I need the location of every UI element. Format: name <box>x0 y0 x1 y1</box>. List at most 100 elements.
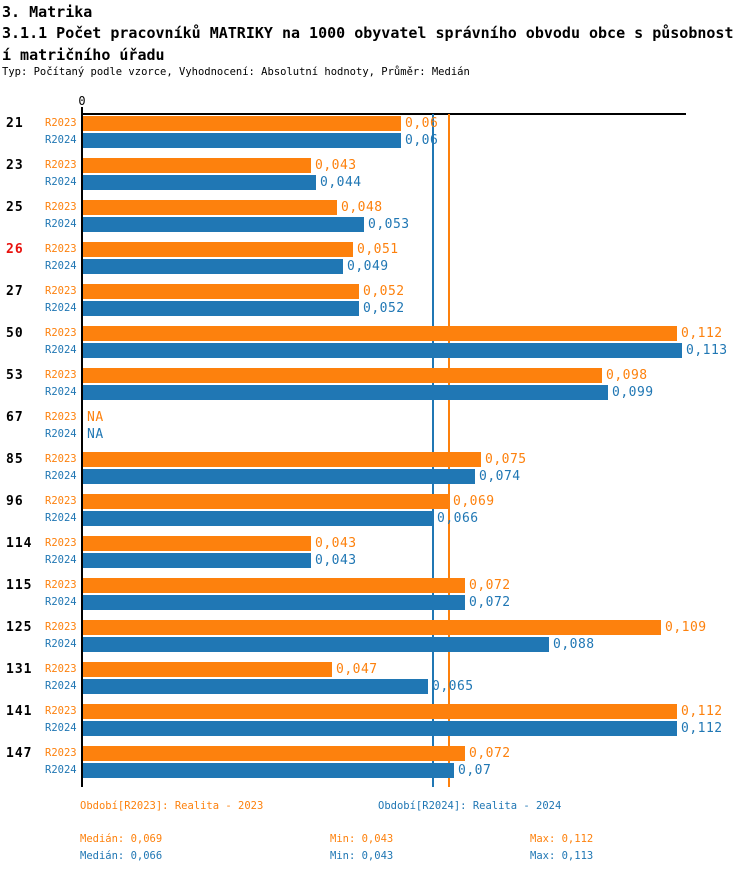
series-label-r2023-25: R2023 <box>45 201 77 213</box>
category-label-147: 147 <box>6 746 33 761</box>
value-label-r2024-50: 0,113 <box>686 343 728 358</box>
category-label-96: 96 <box>6 494 24 509</box>
value-label-r2023-114: 0,043 <box>315 536 357 551</box>
category-label-53: 53 <box>6 368 24 383</box>
value-label-r2023-131: 0,047 <box>336 662 378 677</box>
value-label-r2023-53: 0,098 <box>606 368 648 383</box>
series-label-r2023-114: R2023 <box>45 537 77 549</box>
series-label-r2024-27: R2024 <box>45 302 77 314</box>
category-label-141: 141 <box>6 704 33 719</box>
chart-subtitle-line1: 3.1.1 Počet pracovníků MATRIKY na 1000 o… <box>2 24 734 42</box>
value-label-r2024-147: 0,07 <box>458 763 492 778</box>
bar-r2023-141 <box>83 704 677 719</box>
series-label-r2023-96: R2023 <box>45 495 77 507</box>
x-axis-line <box>81 113 686 115</box>
stat-min-r2024: Min: 0,043 <box>330 850 394 862</box>
category-label-115: 115 <box>6 578 33 593</box>
value-label-r2023-147: 0,072 <box>469 746 511 761</box>
bar-r2024-23 <box>83 175 316 190</box>
bar-r2023-114 <box>83 536 311 551</box>
stat-min-r2023: Min: 0,043 <box>330 833 394 845</box>
value-label-r2023-96: 0,069 <box>453 494 495 509</box>
value-label-r2023-23: 0,043 <box>315 158 357 173</box>
value-label-r2023-21: 0,06 <box>405 116 439 131</box>
series-label-r2024-114: R2024 <box>45 554 77 566</box>
series-label-r2023-23: R2023 <box>45 159 77 171</box>
value-label-r2023-85: 0,075 <box>485 452 527 467</box>
value-label-r2024-23: 0,044 <box>320 175 362 190</box>
series-label-r2024-96: R2024 <box>45 512 77 524</box>
legend-r2023: Období[R2023]: Realita - 2023 <box>80 800 264 812</box>
value-label-r2024-96: 0,066 <box>437 511 479 526</box>
series-label-r2023-147: R2023 <box>45 747 77 759</box>
bar-r2024-131 <box>83 679 428 694</box>
series-label-r2024-21: R2024 <box>45 134 77 146</box>
stat-max-r2024: Max: 0,113 <box>530 850 594 862</box>
bar-r2024-114 <box>83 553 311 568</box>
value-label-r2023-141: 0,112 <box>681 704 723 719</box>
value-label-r2023-50: 0,112 <box>681 326 723 341</box>
median-refline-r2024 <box>432 114 434 787</box>
axis-zero-tick-label: 0 <box>78 94 86 108</box>
series-label-r2024-67: R2024 <box>45 428 77 440</box>
value-label-r2023-27: 0,052 <box>363 284 405 299</box>
bar-r2024-25 <box>83 217 364 232</box>
value-label-r2024-25: 0,053 <box>368 217 410 232</box>
series-label-r2024-26: R2024 <box>45 260 77 272</box>
value-label-r2023-125: 0,109 <box>665 620 707 635</box>
value-label-r2024-27: 0,052 <box>363 301 405 316</box>
bar-r2023-50 <box>83 326 677 341</box>
stat-median-r2024: Medián: 0,066 <box>80 850 163 862</box>
series-label-r2023-26: R2023 <box>45 243 77 255</box>
bar-r2024-96 <box>83 511 433 526</box>
category-label-67: 67 <box>6 410 24 425</box>
series-label-r2024-25: R2024 <box>45 218 77 230</box>
series-label-r2023-53: R2023 <box>45 369 77 381</box>
series-label-r2023-141: R2023 <box>45 705 77 717</box>
legend-r2024: Období[R2024]: Realita - 2024 <box>378 800 562 812</box>
value-label-r2023-115: 0,072 <box>469 578 511 593</box>
category-label-125: 125 <box>6 620 33 635</box>
series-label-r2023-125: R2023 <box>45 621 77 633</box>
series-label-r2024-147: R2024 <box>45 764 77 776</box>
value-label-r2024-26: 0,049 <box>347 259 389 274</box>
bar-r2024-50 <box>83 343 682 358</box>
category-label-50: 50 <box>6 326 24 341</box>
value-label-r2023-25: 0,048 <box>341 200 383 215</box>
bar-r2023-53 <box>83 368 602 383</box>
series-label-r2024-115: R2024 <box>45 596 77 608</box>
y-axis-line <box>81 107 83 787</box>
bar-r2023-147 <box>83 746 465 761</box>
bar-r2023-131 <box>83 662 332 677</box>
series-label-r2024-23: R2024 <box>45 176 77 188</box>
bar-r2024-141 <box>83 721 677 736</box>
value-label-r2024-85: 0,074 <box>479 469 521 484</box>
category-label-25: 25 <box>6 200 24 215</box>
series-label-r2023-50: R2023 <box>45 327 77 339</box>
bar-r2023-25 <box>83 200 337 215</box>
stat-max-r2023: Max: 0,112 <box>530 833 594 845</box>
series-label-r2024-53: R2024 <box>45 386 77 398</box>
series-label-r2023-131: R2023 <box>45 663 77 675</box>
series-label-r2024-131: R2024 <box>45 680 77 692</box>
bar-r2023-21 <box>83 116 401 131</box>
series-label-r2023-27: R2023 <box>45 285 77 297</box>
bar-r2023-115 <box>83 578 465 593</box>
category-label-114: 114 <box>6 536 33 551</box>
bar-r2024-21 <box>83 133 401 148</box>
series-label-r2023-115: R2023 <box>45 579 77 591</box>
bar-r2024-27 <box>83 301 359 316</box>
value-label-r2024-67: NA <box>87 427 104 442</box>
series-label-r2024-85: R2024 <box>45 470 77 482</box>
bar-r2024-125 <box>83 637 549 652</box>
category-label-23: 23 <box>6 158 24 173</box>
page-title: 3. Matrika <box>2 3 93 21</box>
bar-r2023-27 <box>83 284 359 299</box>
value-label-r2024-141: 0,112 <box>681 721 723 736</box>
category-label-21: 21 <box>6 116 24 131</box>
series-label-r2024-125: R2024 <box>45 638 77 650</box>
series-label-r2023-21: R2023 <box>45 117 77 129</box>
stat-median-r2023: Medián: 0,069 <box>80 833 163 845</box>
median-refline-r2023 <box>448 114 450 787</box>
